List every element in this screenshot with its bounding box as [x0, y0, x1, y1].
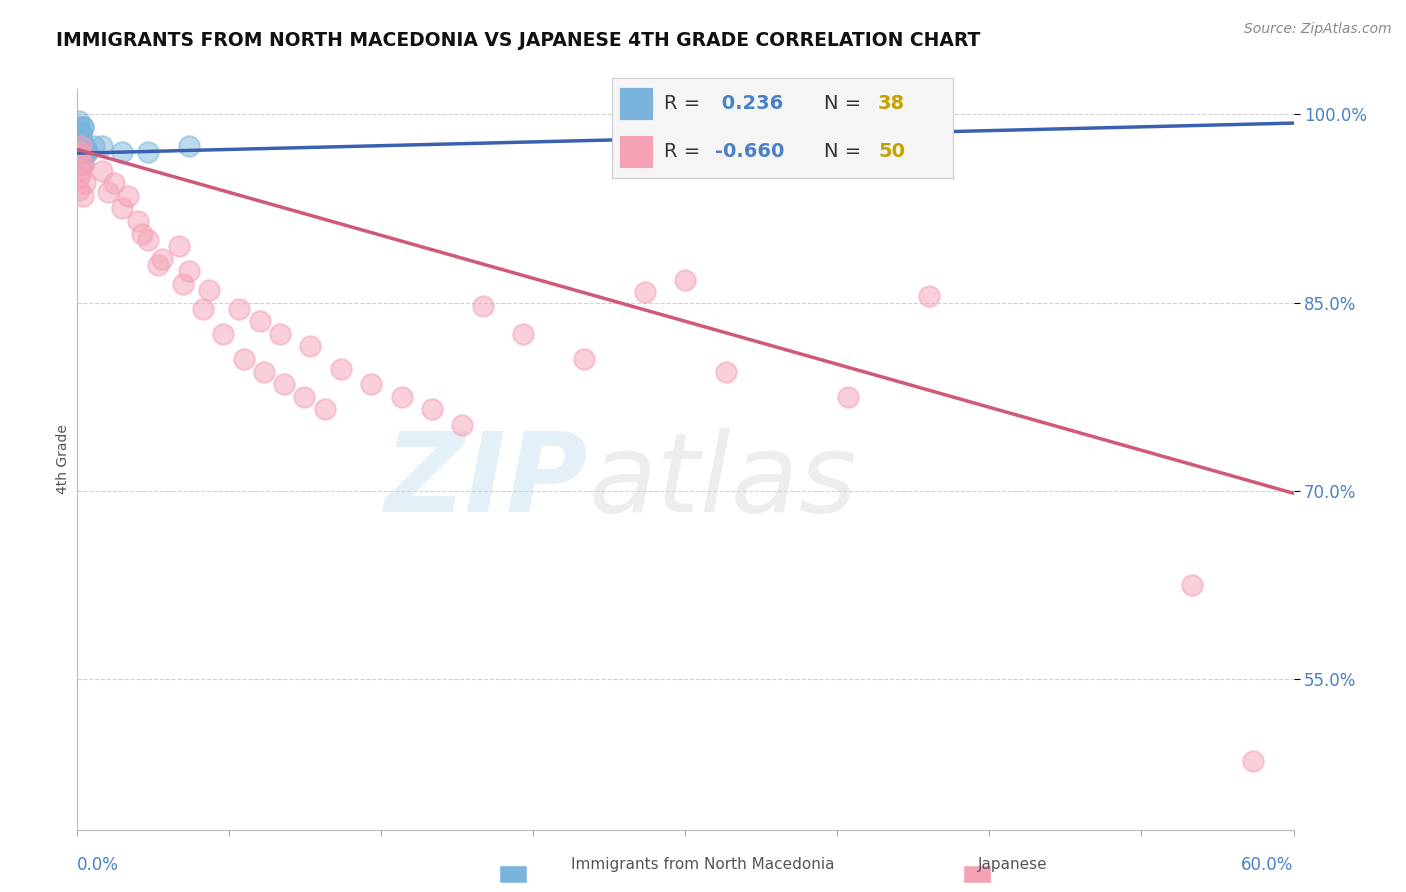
Point [634, 285, 657, 300]
Point [70, 132, 93, 146]
Point [837, 390, 859, 404]
Point [111, 202, 134, 216]
Point [269, 326, 291, 341]
Point [111, 145, 134, 159]
Text: 0.0%: 0.0% [77, 856, 120, 874]
Point [70, 138, 93, 153]
Point [75, 138, 97, 153]
Text: ZIP: ZIP [385, 428, 588, 535]
Point [70, 126, 93, 140]
Text: Immigrants from North Macedonia: Immigrants from North Macedonia [571, 857, 835, 872]
Point [572, 351, 595, 366]
Point [67, 145, 90, 159]
Point [90, 138, 112, 153]
Point [172, 277, 194, 291]
Point [72, 138, 94, 153]
Point [70, 138, 93, 153]
Point [177, 264, 200, 278]
Point [897, 120, 920, 134]
Point [191, 301, 214, 316]
Point [75, 177, 97, 191]
Point [471, 299, 494, 313]
Text: 60.0%: 60.0% [1241, 856, 1294, 874]
Point [117, 189, 139, 203]
Point [232, 351, 254, 366]
Point [228, 301, 250, 316]
Point [67, 132, 90, 146]
Point [70, 163, 93, 178]
Text: IMMIGRANTS FROM NORTH MACEDONIA VS JAPANESE 4TH GRADE CORRELATION CHART: IMMIGRANTS FROM NORTH MACEDONIA VS JAPAN… [56, 31, 980, 50]
Point [70, 157, 93, 171]
Text: atlas: atlas [588, 428, 856, 535]
Point [451, 418, 474, 433]
Point [67, 132, 90, 146]
Point [273, 377, 295, 392]
Point [83, 138, 105, 153]
Text: Source: ZipAtlas.com: Source: ZipAtlas.com [1244, 22, 1392, 37]
Point [512, 326, 534, 341]
Text: Japanese: Japanese [977, 857, 1047, 872]
Point [67, 145, 90, 159]
Point [314, 402, 336, 417]
Point [391, 390, 413, 404]
Point [67, 145, 90, 159]
Point [67, 183, 90, 197]
Point [70, 126, 93, 140]
Point [249, 314, 271, 328]
Point [253, 365, 276, 379]
Point [136, 233, 159, 247]
Point [67, 145, 90, 159]
Point [72, 145, 94, 159]
Point [76, 145, 98, 159]
Point [67, 138, 90, 153]
Point [329, 362, 352, 376]
Point [299, 339, 322, 353]
Point [70, 132, 93, 146]
Point [67, 169, 90, 184]
Point [90, 163, 112, 178]
Point [918, 289, 941, 303]
Point [675, 273, 697, 287]
Point [1181, 578, 1204, 592]
Point [1241, 754, 1264, 768]
Point [75, 145, 97, 159]
Point [420, 402, 443, 417]
Point [72, 157, 94, 171]
Point [634, 126, 657, 140]
Point [67, 120, 90, 134]
Point [67, 113, 90, 128]
Point [72, 157, 94, 171]
Point [70, 145, 93, 159]
Point [103, 177, 125, 191]
Point [212, 326, 235, 341]
Point [198, 283, 221, 297]
Point [75, 145, 97, 159]
Point [131, 227, 153, 241]
Point [72, 120, 94, 134]
Point [177, 138, 200, 153]
Point [70, 138, 93, 153]
Point [152, 252, 174, 266]
Point [70, 132, 93, 146]
Point [148, 258, 170, 272]
Point [70, 132, 93, 146]
Point [127, 214, 149, 228]
Point [72, 145, 94, 159]
Point [67, 145, 90, 159]
Point [72, 120, 94, 134]
Point [72, 189, 94, 203]
Point [67, 126, 90, 140]
Point [714, 365, 737, 379]
Point [76, 145, 98, 159]
Y-axis label: 4th Grade: 4th Grade [56, 425, 70, 494]
Point [167, 239, 190, 253]
Point [292, 390, 315, 404]
Point [97, 185, 120, 199]
Point [136, 145, 159, 159]
Point [360, 377, 382, 392]
Point [67, 145, 90, 159]
Point [70, 145, 93, 159]
